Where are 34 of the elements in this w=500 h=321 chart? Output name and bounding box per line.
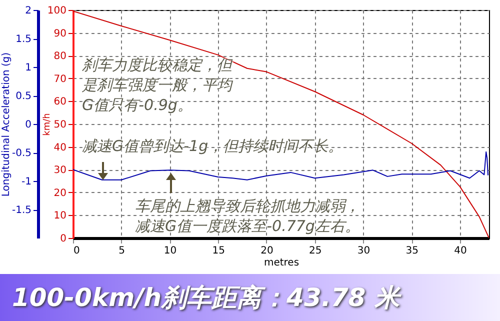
- y2-axis-title: Longitudinal Acceleration (g): [0, 52, 12, 197]
- y-tick-label: 0: [60, 234, 66, 244]
- y2-tick-label: 1: [25, 62, 32, 74]
- x-tick-label: 20: [260, 246, 274, 256]
- y2-tick-label: -1: [22, 176, 32, 188]
- x-tick-label: 0: [74, 246, 80, 256]
- x-tick-label: 5: [118, 246, 126, 256]
- y-tick-label: 60: [54, 96, 66, 108]
- y-tick-label: 80: [54, 51, 66, 62]
- y2-tick-label: 0: [25, 120, 32, 130]
- y-axis-title: km/h: [42, 113, 52, 136]
- y2-tick-label: -1.5: [12, 205, 32, 216]
- y2-tick-label: 1.5: [16, 34, 32, 45]
- y-tick-label: 70: [54, 74, 66, 85]
- y-tick-label: 10: [54, 210, 66, 222]
- y-tick-label: 30: [54, 165, 66, 176]
- x-tick-label: 30: [357, 246, 370, 256]
- x-axis-title: metres: [264, 258, 300, 268]
- x-tick-label: 10: [164, 246, 177, 256]
- y-tick-label: 50: [54, 120, 66, 130]
- text: 100-0km/h刹车距离：43.78 米: [0, 274, 500, 321]
- y-tick-label: 40: [54, 142, 66, 154]
- y-tick-label: 20: [54, 188, 66, 199]
- y-tick-label: 100: [47, 6, 66, 16]
- x-tick-label: 15: [212, 246, 225, 256]
- x-tick-label: 40: [454, 246, 467, 256]
- y2-tick-label: -0.5: [12, 148, 32, 159]
- y2-tick-label: 2: [25, 6, 32, 16]
- x-tick-label: 25: [308, 246, 322, 256]
- y2-tick-label: 0.5: [16, 91, 32, 102]
- x-tick-label: 35: [406, 246, 418, 256]
- annotation: 减速G值曾到达-1g，但持续时间不长。: [82, 136, 344, 156]
- annotation: 车尾的上翘导致后轮抓地力减弱，减速G值一度跌落至-0.77g左右。: [135, 196, 361, 236]
- y-tick-label: 90: [54, 28, 66, 40]
